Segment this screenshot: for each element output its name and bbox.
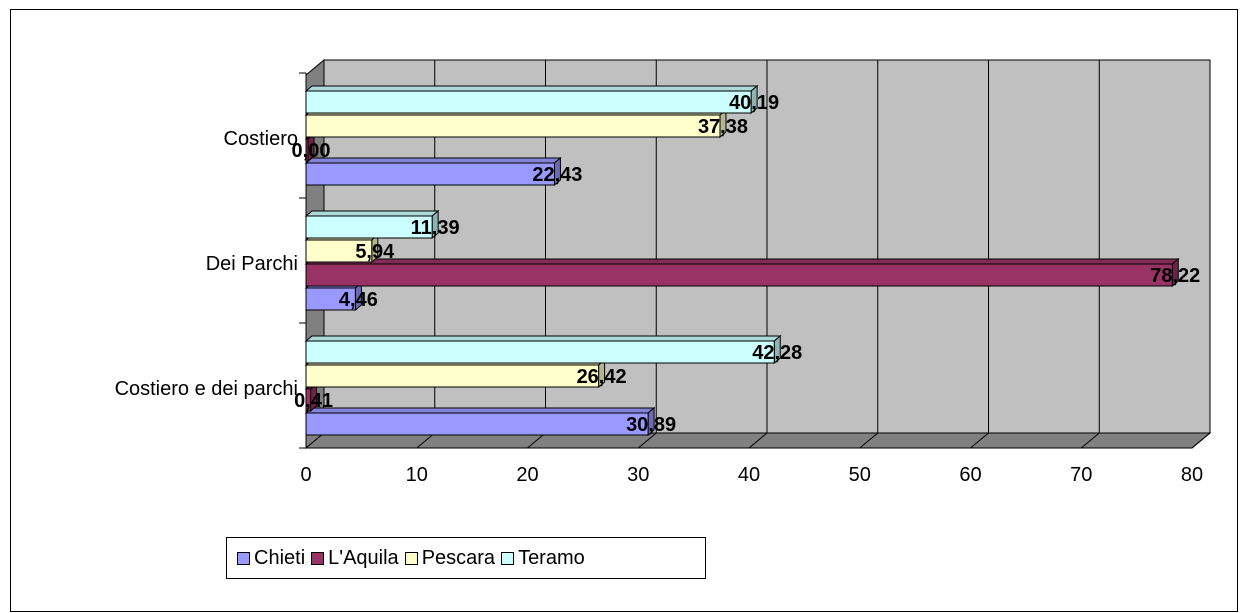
bar-laquila — [304, 257, 1180, 288]
bar-chieti — [304, 406, 656, 437]
data-label: 40,19 — [729, 92, 779, 114]
legend-label: Pescara — [421, 546, 496, 569]
bar — [305, 263, 1173, 287]
x-tick-label: 30 — [627, 464, 649, 486]
category-label: Dei Parchi — [206, 253, 298, 275]
gridline-floor — [1191, 432, 1211, 449]
x-tick-label: 80 — [1181, 464, 1203, 486]
gridline-floor — [748, 432, 768, 449]
bar-top — [304, 335, 782, 342]
legend-item: L'Aquila — [311, 547, 399, 570]
x-tick-label: 20 — [516, 464, 538, 486]
category-label: Costiero — [224, 128, 298, 150]
bar — [305, 162, 555, 186]
legend-label: L'Aquila — [328, 546, 399, 569]
legend-label: Teramo — [518, 546, 585, 569]
data-label: 0,41 — [294, 390, 333, 412]
x-tick-label: 60 — [959, 464, 981, 486]
legend-item: Chieti — [237, 547, 305, 570]
bar-chieti — [304, 156, 562, 187]
data-label: 37,38 — [698, 116, 748, 138]
data-label: 11,39 — [411, 217, 460, 239]
legend-label: Chieti — [254, 546, 306, 569]
gridline-floor — [970, 432, 989, 449]
legend: Chieti L'Aquila Pescara Teramo — [226, 537, 706, 579]
data-label: 22,43 — [532, 164, 582, 186]
bar-top — [304, 85, 759, 92]
bar-pescara — [304, 358, 606, 389]
bar-top — [304, 258, 1180, 265]
legend-swatch — [237, 551, 250, 565]
bar — [305, 215, 433, 239]
x-tick-label: 0 — [300, 464, 311, 486]
bar — [305, 239, 373, 263]
legend-item: Teramo — [501, 547, 585, 570]
legend-swatch — [501, 551, 515, 565]
data-label: 5,94 — [355, 241, 395, 263]
legend-item: Pescara — [404, 546, 496, 570]
x-tick-label: 10 — [406, 464, 428, 486]
legend-swatch — [404, 551, 418, 565]
data-label: 26,42 — [577, 366, 627, 388]
data-label: 78,22 — [1150, 265, 1200, 287]
bar-top — [304, 407, 656, 414]
bar — [305, 138, 309, 162]
bar-top — [304, 210, 440, 217]
bar — [305, 340, 775, 364]
bar-pescara — [304, 108, 728, 139]
bar — [305, 388, 312, 412]
bar — [305, 90, 752, 114]
bar-top — [304, 157, 562, 164]
category-label: Costiero e dei parchi — [115, 378, 298, 400]
legend-swatch — [311, 551, 325, 565]
bar — [305, 364, 600, 388]
gridline-floor — [859, 432, 879, 449]
bar — [305, 114, 721, 138]
data-label: 30,89 — [626, 414, 676, 436]
x-tick-label: 40 — [738, 464, 760, 486]
data-label: 0,00 — [292, 140, 331, 162]
bar — [305, 412, 649, 436]
data-label: 42,28 — [752, 342, 802, 364]
bar-teramo — [304, 334, 782, 365]
data-label: 4,46 — [339, 289, 378, 311]
gridline-floor — [1080, 432, 1100, 449]
gridline-floor — [637, 432, 657, 449]
bar-teramo — [304, 209, 440, 240]
bar-teramo — [304, 84, 759, 115]
x-tick-label: 50 — [849, 464, 871, 486]
x-tick-label: 70 — [1070, 464, 1092, 486]
bar — [305, 287, 356, 311]
